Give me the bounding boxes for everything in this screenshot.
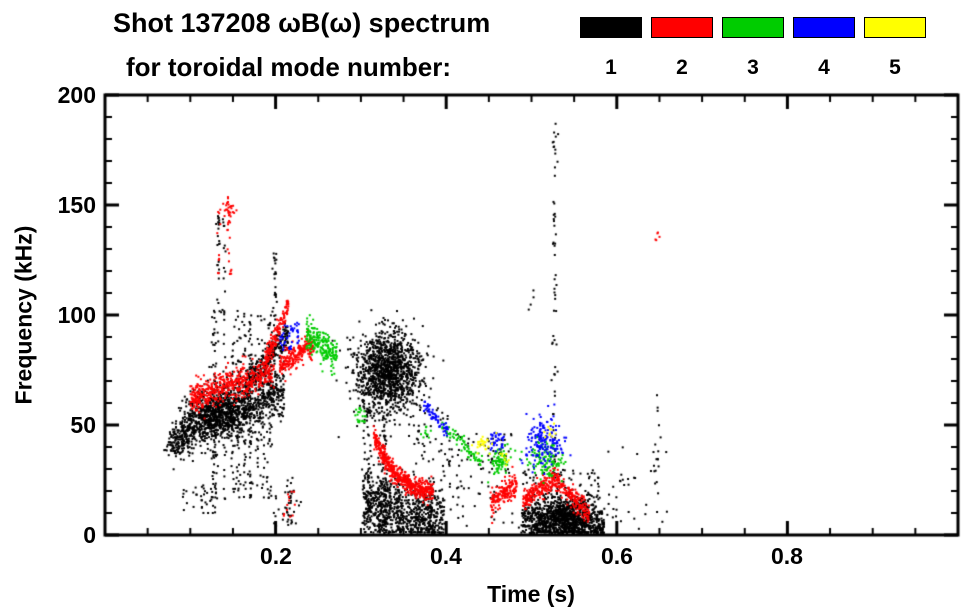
legend-label-mode2: 2 bbox=[676, 56, 688, 79]
x-tick-label: 0.6 bbox=[601, 543, 633, 569]
x-tick-label: 0.8 bbox=[771, 543, 803, 569]
legend-swatch-mode3 bbox=[722, 17, 784, 38]
y-axis-label: Frequency (kHz) bbox=[10, 225, 37, 405]
legend-label-mode1: 1 bbox=[605, 56, 617, 79]
y-tick-label: 0 bbox=[83, 522, 96, 548]
legend-swatch-mode4 bbox=[793, 17, 855, 38]
chart-title: Shot 137208 ωB(ω) spectrum bbox=[113, 8, 491, 38]
legend-label-mode5: 5 bbox=[889, 56, 901, 79]
y-tick-label: 100 bbox=[57, 302, 96, 328]
x-axis-label: Time (s) bbox=[487, 581, 575, 607]
legend-swatch-mode1 bbox=[580, 17, 642, 38]
y-tick-label: 150 bbox=[57, 192, 96, 218]
x-tick-label: 0.2 bbox=[260, 543, 292, 569]
chart-subtitle: for toroidal mode number: bbox=[126, 52, 451, 82]
legend-swatch-mode2 bbox=[651, 17, 713, 38]
legend-label-mode4: 4 bbox=[818, 56, 830, 79]
legend-label-mode3: 3 bbox=[747, 56, 759, 79]
y-tick-label: 50 bbox=[70, 412, 96, 438]
x-tick-label: 0.4 bbox=[430, 543, 462, 569]
legend-swatch-mode5 bbox=[864, 17, 926, 38]
y-tick-label: 200 bbox=[57, 82, 96, 108]
